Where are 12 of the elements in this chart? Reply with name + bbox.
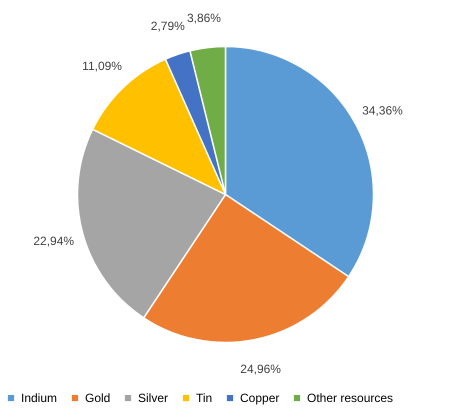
legend-label: Copper <box>240 391 280 406</box>
legend-label: Other resources <box>307 391 394 406</box>
data-label: 24,96% <box>240 362 282 376</box>
data-label: 11,09% <box>82 59 122 74</box>
legend-label: Indium <box>21 391 58 406</box>
data-label: 3,86% <box>186 10 222 25</box>
data-label: 22,94% <box>33 234 74 248</box>
legend-label: Gold <box>85 391 110 406</box>
data-label: 34,36% <box>362 104 404 118</box>
legend-label: Tin <box>196 391 212 406</box>
legend-label: Silver <box>138 391 168 406</box>
data-label: 2,79% <box>150 19 186 34</box>
